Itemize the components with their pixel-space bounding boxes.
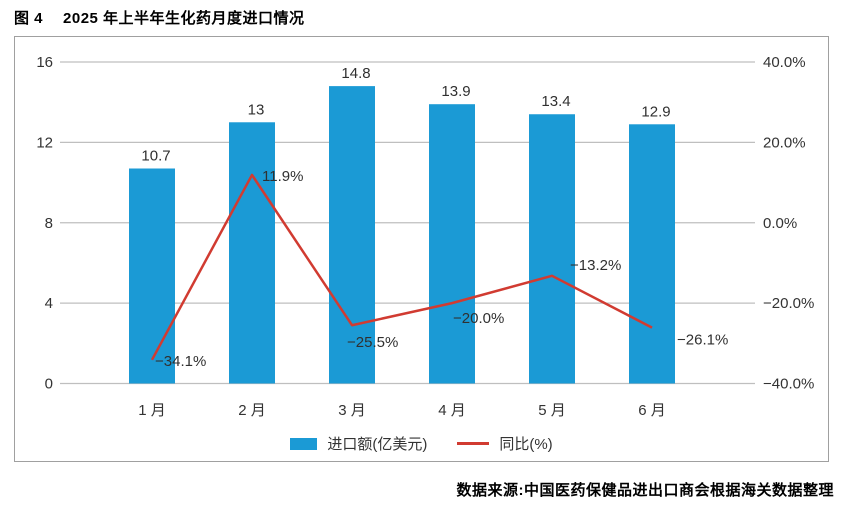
legend-label-yoy: 同比(%) (499, 436, 553, 453)
bar (629, 124, 675, 384)
bar (329, 86, 375, 384)
figure-title: 2025 年上半年生化药月度进口情况 (63, 10, 305, 27)
legend-item-yoy: 同比(%) (457, 433, 553, 454)
right-axis-tick-label: −20.0% (763, 295, 814, 312)
bar (429, 104, 475, 384)
bar-value-label: 12.9 (641, 103, 670, 120)
line-value-label: −13.2% (570, 257, 621, 274)
bar-value-label: 10.7 (141, 147, 170, 164)
legend-label-imports: 进口额(亿美元) (327, 436, 428, 453)
bar (229, 122, 275, 384)
line-value-label: −25.5% (347, 334, 398, 351)
left-axis-tick-label: 16 (36, 54, 53, 71)
bar (129, 168, 175, 384)
right-axis-tick-label: 40.0% (763, 54, 806, 71)
bar-value-label: 13.4 (541, 93, 570, 110)
right-axis-tick-label: 0.0% (763, 215, 797, 232)
x-axis-category-label: 3 月 (338, 402, 366, 419)
x-axis-category-label: 5 月 (538, 402, 566, 419)
line-value-label: 11.9% (262, 168, 303, 185)
left-axis-tick-label: 4 (45, 295, 53, 312)
line-value-label: −20.0% (453, 310, 504, 327)
source-note: 数据来源:中国医药保健品进出口商会根据海关数据整理 (456, 482, 834, 499)
line-series-swatch (457, 442, 490, 445)
x-axis-category-label: 2 月 (238, 402, 266, 419)
x-axis-category-label: 1 月 (138, 402, 166, 419)
bar-value-label: 13.9 (441, 83, 470, 100)
right-axis-tick-label: −40.0% (763, 376, 814, 393)
bar-series-swatch (290, 437, 318, 450)
x-axis-category-label: 6 月 (638, 402, 666, 419)
right-axis-tick-label: 20.0% (763, 134, 806, 151)
bar-value-label: 14.8 (341, 65, 370, 82)
legend: 进口额(亿美元) 同比(%) (15, 433, 828, 454)
line-value-label: −26.1% (677, 332, 728, 349)
combo-chart: 0 4 8 12 16 −40.0% −20.0% 0.0% 20.0% 40.0% 10.7 1 月… (36, 54, 814, 419)
chart-area: 0 4 8 12 16 −40.0% −20.0% 0.0% 20.0% 40.0% 10.7 1 月… (14, 36, 829, 462)
figure-tag: 图 4 (14, 10, 44, 27)
line-value-label: −34.1% (155, 353, 206, 370)
yoy-line (150, 173, 653, 361)
left-axis-tick-label: 0 (45, 376, 53, 393)
x-axis-category-label: 4 月 (438, 402, 466, 419)
figure-title-row: 图 4 2025 年上半年生化药月度进口情况 (14, 7, 305, 28)
left-axis-tick-label: 12 (36, 134, 53, 151)
bar (529, 114, 575, 384)
legend-item-imports: 进口额(亿美元) (290, 433, 427, 454)
left-axis-tick-label: 8 (45, 215, 53, 232)
bar-value-label: 13 (248, 101, 265, 118)
